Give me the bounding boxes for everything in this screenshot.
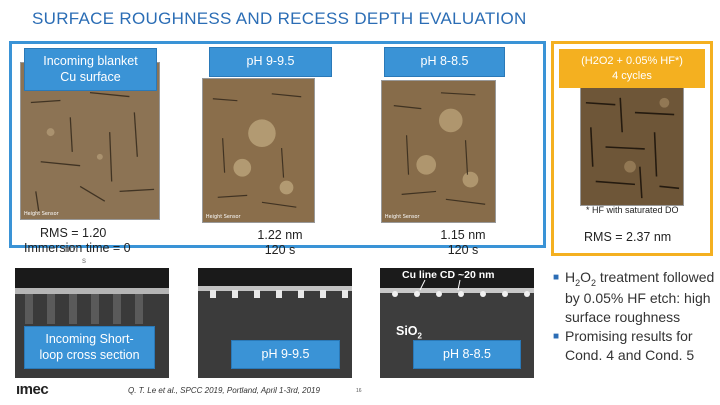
label-incoming-line1: Incoming Short- bbox=[45, 331, 134, 346]
label-h2o2: (H2O2 + 0.05% HF*) 4 cycles bbox=[559, 49, 705, 88]
unit-nm: nm bbox=[64, 244, 78, 255]
bullet-text-1: H2O2 treatment followed by 0.05% HF etch… bbox=[565, 269, 715, 325]
conclusions-list: ■ H2O2 treatment followed by 0.05% HF et… bbox=[553, 268, 718, 365]
immersion-time: Immersion time = 0 bbox=[24, 241, 131, 255]
citation: Q. T. Le et al., SPCC 2019, Portland, Ap… bbox=[128, 386, 320, 395]
label-blanket: Incoming blanket Cu surface bbox=[24, 48, 157, 91]
cu-line-cd-label: Cu line CD ~20 nm bbox=[402, 269, 495, 281]
afm-caption: Height Sensor bbox=[385, 214, 421, 220]
label-h2o2-line1: (H2O2 + 0.05% HF*) bbox=[581, 55, 683, 68]
page-title: SURFACE ROUGHNESS AND RECESS DEPTH EVALU… bbox=[32, 9, 527, 28]
rms-blanket: RMS = 1.20 bbox=[40, 226, 107, 240]
label-h2o2-line2: 4 cycles bbox=[612, 69, 652, 82]
label-ph8: pH 8-8.5 bbox=[384, 47, 505, 77]
sem-label-ph9: pH 9-9.5 bbox=[231, 340, 340, 369]
label-incoming-cross-section: Incoming Short- loop cross section bbox=[24, 326, 155, 369]
afm-image-ph8: Height Sensor bbox=[381, 80, 496, 223]
sio2-text: SiO bbox=[396, 324, 418, 338]
rms-ph8: 1.15 nm bbox=[440, 228, 486, 242]
time-ph8: 120 s bbox=[447, 243, 479, 257]
label-blanket-line1: Incoming blanket bbox=[43, 53, 138, 68]
label-ph9: pH 9-9.5 bbox=[209, 47, 332, 77]
rms-h2o2: RMS = 2.37 nm bbox=[584, 230, 672, 244]
blue-condition-frame bbox=[9, 41, 546, 248]
imec-logo: ımec bbox=[16, 381, 49, 398]
afm-caption: Height Sensor bbox=[24, 211, 60, 217]
hf-footnote: * HF with saturated DO bbox=[586, 205, 679, 215]
bullet-square-icon: ■ bbox=[553, 272, 560, 283]
bullet-square-icon: ■ bbox=[553, 330, 560, 342]
label-incoming-line2: loop cross section bbox=[39, 347, 140, 362]
bullet-item: ■ Promising results for Cond. 4 and Cond… bbox=[553, 327, 718, 365]
gold-condition-frame bbox=[551, 41, 713, 256]
unit-s: s bbox=[82, 256, 86, 265]
page-number: 16 bbox=[356, 388, 362, 394]
afm-caption: Height Sensor bbox=[206, 214, 242, 220]
label-blanket-line2: Cu surface bbox=[60, 69, 121, 84]
sio2-subscript: 2 bbox=[417, 331, 422, 341]
afm-image-h2o2 bbox=[580, 87, 684, 206]
sem-label-ph8: pH 8-8.5 bbox=[413, 340, 521, 369]
bullet-text-2: Promising results for Cond. 4 and Cond. … bbox=[565, 327, 695, 363]
rms-ph9: 1.22 nm bbox=[257, 228, 303, 242]
time-ph9: 120 s bbox=[264, 243, 296, 257]
sio2-label: SiO2 bbox=[396, 324, 422, 341]
afm-image-ph9: Height Sensor bbox=[202, 78, 315, 223]
bullet-item: ■ H2O2 treatment followed by 0.05% HF et… bbox=[553, 268, 718, 327]
